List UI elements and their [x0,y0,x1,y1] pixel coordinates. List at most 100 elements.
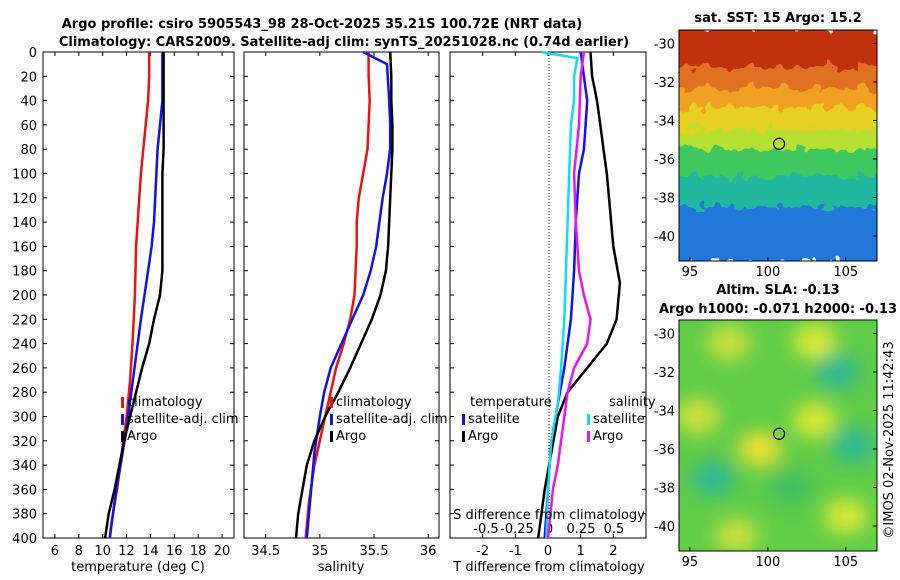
depth-tick-label: 120 [12,192,37,207]
legend-swatch [587,431,590,442]
legend-entry-argo: Argo [330,429,366,444]
sst-map-ticks: 95 100 105 -30 -32 -34 -36 -38 -40 [654,37,877,280]
sla-heatmap [679,320,877,551]
sla-map-subtitle: Argo h1000: -0.071 h2000: -0.13 [659,302,897,317]
temperature-panel: 0204060801001201401601802002202402602803… [12,46,646,575]
map-lat-label: -30 [654,327,675,342]
depth-tick-label: 180 [12,265,37,280]
s-difference-axis-label: S difference from climatology [453,508,645,523]
legend-label: satellite-adj. clim [336,412,448,427]
x-tick-label: 0 [544,544,552,559]
series-line-t-argo [536,51,622,539]
sla-anomaly-blob [792,402,837,439]
sst-map-title: sat. SST: 15 Argo: 15.2 [694,11,861,26]
x-tick-label: 8 [75,544,83,559]
temperature-plot-frame [42,51,235,539]
difference-panel: -2 -1 0 1 2 -0.5 -0.25 0 0.25 0.5 T difference f… [449,50,656,575]
x-tick-label: 2 [609,544,617,559]
sla-anomaly-blob [816,353,861,390]
sla-anomaly-blob [714,517,759,551]
map-lat-label: -30 [654,37,675,52]
legend-entry-satellite: satellite-adj. clim [121,412,239,427]
sst-band [679,30,877,71]
sla-anomaly-blob [706,325,751,362]
difference-series [536,50,622,539]
s-diff-tick-label: 0.5 [604,522,625,537]
series-line-s-satellite [541,50,579,539]
legend-title-temperature: temperature [470,395,552,410]
sla-map-panel: Altim. SLA: -0.13 Argo h1000: -0.071 h20… [654,283,897,570]
salinity-panel: 34.5 35 35.5 36 salinity climatology satelli… [243,50,448,575]
map-lon-label: 100 [755,265,780,280]
map-lat-label: -40 [654,230,675,245]
depth-tick-label: 280 [12,386,37,401]
imos-credit: ©IMOS 02-Nov-2025 11:42:43 [882,341,897,538]
legend-label: satellite [593,412,645,427]
sla-anomaly-blob [738,430,783,467]
salinity-legend: climatology satellite-adj. clim Argo [330,395,448,444]
depth-tick-label: 20 [20,70,37,85]
map-lon-label: 105 [833,555,858,570]
temperature-axis-label: temperature (deg C) [71,560,205,575]
legend-swatch [121,397,124,408]
depth-tick-label: 140 [12,216,37,231]
legend-label: Argo [127,429,157,444]
salinity-plot-frame [243,51,440,539]
figure-title-line2: Climatology: CARS2009. Satellite-adj cli… [59,35,629,50]
x-tick-label: 35 [312,544,329,559]
sla-map-title: Altim. SLA: -0.13 [716,283,839,298]
legend-label: satellite [468,412,520,427]
sla-anomaly-blob [792,323,837,360]
sst-band [679,66,877,92]
sst-band [679,207,877,261]
legend-swatch [462,414,465,425]
sst-map-panel: sat. SST: 15 Argo: 15.2 95 100 105 -30 -32 -3… [654,11,878,280]
sla-anomaly-blob [679,398,720,435]
legend-swatch [121,431,124,442]
s-diff-tick-label: -0.5 [473,522,498,537]
legend-entry-t-argo: Argo [462,429,498,444]
series-line-argo [294,51,394,539]
x-tick-label: 20 [214,544,231,559]
series-line-s-argo [546,51,592,539]
depth-tick-label: 240 [12,338,37,353]
depth-tick-label: 360 [12,483,37,498]
legend-label: climatology [336,395,412,410]
series-line-climatology [304,52,371,539]
map-lat-label: -32 [654,366,675,381]
x-tick-label: 14 [142,544,159,559]
legend-swatch [330,414,333,425]
legend-swatch [587,414,590,425]
series-line-argo [103,52,165,539]
map-lat-label: -34 [654,404,675,419]
sst-band [679,106,877,135]
sst-band [679,130,877,154]
t-difference-axis-label: T difference from climatology [452,560,645,575]
map-lat-label: -36 [654,153,675,168]
x-tick-label: -1 [509,544,522,559]
x-tick-label: 18 [190,544,207,559]
x-tick-label: 1 [577,544,585,559]
legend-label: Argo [336,429,366,444]
legend-label: satellite-adj. clim [127,412,239,427]
depth-tick-label: 200 [12,289,37,304]
depth-tick-label: 100 [12,168,37,183]
map-lat-label: -36 [654,443,675,458]
depth-tick-label: 400 [12,532,37,547]
x-tick-label: 10 [94,544,111,559]
x-tick-label: 16 [166,544,183,559]
map-lat-label: -40 [654,520,675,535]
salinity-tick-labels: 34.5 35 35.5 36 [251,52,436,559]
sst-map-frame [678,29,878,262]
legend-title-salinity: salinity [609,395,656,410]
depth-tick-label: 60 [20,119,37,134]
sla-anomaly-blob [691,459,736,496]
depth-tick-label: 40 [20,95,37,110]
map-lat-label: -34 [654,114,675,129]
x-tick-label: 6 [51,544,59,559]
map-lat-label: -38 [654,191,675,206]
legend-entry-argo: Argo [121,429,157,444]
legend-entry-climatology: climatology [121,395,203,410]
s-diff-tick-label: -0.25 [500,522,534,537]
s-diff-tick-label: 0.25 [567,522,596,537]
